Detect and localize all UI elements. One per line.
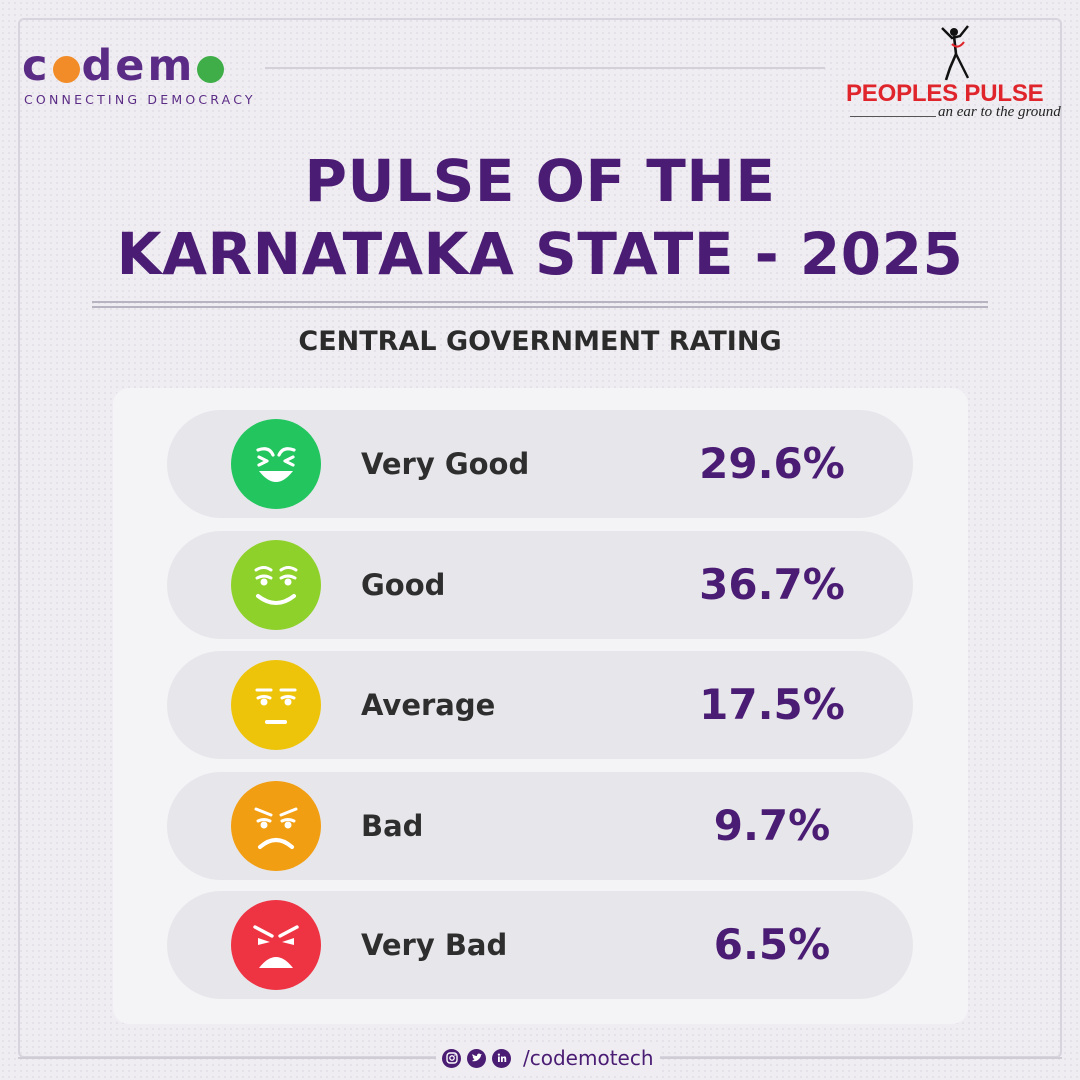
peoples-pulse-logo: PEOPLES PULSE an ear to the ground — [846, 24, 1064, 124]
dancer-figure-icon — [941, 25, 970, 81]
rating-value: 9.7% — [713, 801, 831, 850]
codemo-orange-dot — [52, 55, 80, 83]
rating-row-bad: Bad 9.7% — [167, 772, 913, 880]
twitter-icon[interactable] — [467, 1048, 486, 1068]
frowning-face-icon — [231, 781, 321, 871]
codemo-tagline: CONNECTING DEMOCRACY — [24, 92, 256, 107]
social-handle[interactable]: /codemotech — [523, 1046, 654, 1070]
angry-face-icon — [231, 900, 321, 990]
linkedin-icon[interactable] — [492, 1048, 511, 1068]
rating-label: Very Good — [361, 447, 530, 481]
rating-value: 6.5% — [713, 920, 831, 969]
codemo-green-dot — [197, 55, 225, 83]
codemo-wordmark: c dem — [22, 44, 256, 88]
peoples-pulse-name: PEOPLES PULSE — [846, 80, 1044, 107]
footer-divider-right — [660, 1057, 1062, 1059]
page-title-line1: PULSE OF THE — [304, 147, 776, 215]
rating-value: 36.7% — [699, 560, 845, 609]
smiling-face-icon — [231, 540, 321, 630]
instagram-icon[interactable] — [442, 1048, 461, 1068]
rating-row-very-bad: Very Bad 6.5% — [167, 891, 913, 999]
rating-label: Very Bad — [361, 928, 508, 962]
header-divider — [265, 67, 825, 69]
rating-value: 17.5% — [699, 680, 845, 729]
footer-divider-left — [18, 1057, 438, 1059]
rating-value: 29.6% — [699, 439, 845, 488]
page-title-line2: KARNATAKA STATE - 2025 — [116, 220, 964, 288]
rating-row-good: Good 36.7% — [167, 531, 913, 639]
rating-label: Average — [361, 688, 496, 722]
rating-row-average: Average 17.5% — [167, 651, 913, 759]
codemo-logo: c dem CONNECTING DEMOCRACY — [22, 44, 256, 107]
peoples-pulse-tagline: an ear to the ground — [938, 104, 1061, 120]
section-subtitle: CENTRAL GOVERNMENT RATING — [298, 326, 782, 357]
title-rule-bottom — [92, 306, 988, 308]
rating-row-very-good: Very Good 29.6% — [167, 410, 913, 518]
title-rule-top — [92, 301, 988, 303]
codemo-letters-dem: dem — [81, 41, 196, 91]
codemo-letter-c: c — [22, 41, 51, 91]
social-footer: /codemotech — [436, 1044, 660, 1072]
rating-label: Bad — [361, 809, 424, 843]
laughing-face-icon — [231, 419, 321, 509]
neutral-face-icon — [231, 660, 321, 750]
rating-label: Good — [361, 568, 446, 602]
partner-underline — [850, 116, 936, 117]
